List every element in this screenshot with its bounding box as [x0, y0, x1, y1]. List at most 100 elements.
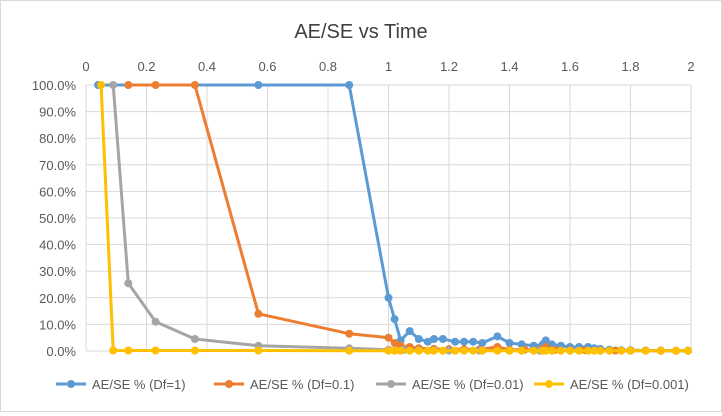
legend-marker: [225, 380, 233, 388]
y-tick-label: 30.0%: [39, 264, 76, 279]
data-point: [429, 335, 438, 343]
data-point: [547, 346, 556, 355]
data-point: [505, 339, 514, 347]
data-point: [478, 339, 487, 347]
y-tick-label: 80.0%: [39, 131, 76, 146]
data-point: [575, 346, 584, 355]
data-point: [493, 346, 502, 355]
x-tick-label: 1.2: [440, 59, 458, 74]
x-tick-label: 1: [385, 59, 392, 74]
data-point: [151, 317, 160, 326]
data-point: [505, 346, 514, 355]
x-tick-label: 0.4: [198, 59, 216, 74]
legend-item-4: AE/SE % (Df=0.001): [534, 377, 689, 392]
y-tick-label: 10.0%: [39, 317, 76, 332]
data-point: [541, 346, 550, 355]
data-point: [617, 346, 626, 355]
data-point: [438, 346, 447, 355]
data-point: [684, 346, 692, 355]
data-point: [451, 337, 460, 346]
series-layer: [94, 81, 692, 355]
data-point: [405, 327, 414, 336]
data-point: [254, 346, 263, 355]
x-tick-label: 0: [82, 59, 89, 74]
data-point: [451, 346, 460, 355]
y-tick-label: 20.0%: [39, 291, 76, 306]
data-point: [460, 346, 469, 355]
x-tick-label: 1.6: [561, 59, 579, 74]
data-point: [460, 337, 469, 346]
legend-marker: [67, 380, 75, 388]
data-point: [390, 315, 399, 324]
data-point: [671, 346, 680, 355]
data-point: [656, 346, 665, 355]
data-point: [596, 346, 605, 355]
data-point: [345, 81, 354, 89]
x-tick-label: 1.4: [500, 59, 518, 74]
x-tick-label: 0.8: [319, 59, 337, 74]
legend-item-2: AE/SE % (Df=0.1): [214, 377, 354, 392]
data-point: [190, 335, 199, 343]
legend-label: AE/SE % (Df=0.01): [412, 377, 524, 392]
data-point: [254, 81, 263, 89]
data-point: [584, 346, 593, 355]
data-point: [151, 81, 160, 89]
x-tick-label: 2: [687, 59, 694, 74]
data-point: [97, 81, 106, 89]
data-point: [390, 339, 399, 347]
x-tick-label: 1.8: [621, 59, 639, 74]
data-point: [109, 346, 118, 355]
y-tick-label: 60.0%: [39, 184, 76, 199]
y-tick-label: 0.0%: [46, 344, 76, 359]
legend-label: AE/SE % (Df=0.1): [250, 377, 354, 392]
data-point: [414, 335, 423, 343]
legend-marker: [545, 380, 553, 388]
data-point: [541, 336, 550, 345]
data-point: [384, 333, 393, 342]
data-point: [190, 81, 199, 89]
grid-lines: [85, 84, 692, 352]
data-point: [469, 346, 478, 355]
data-point: [438, 335, 447, 343]
data-point: [626, 346, 635, 355]
y-tick-label: 90.0%: [39, 105, 76, 120]
series-4: [97, 81, 692, 355]
data-point: [396, 346, 405, 355]
axis-labels: 0.0% 10.0% 20.0% 30.0% 40.0% 50.0% 60.0% 70.0% 8…: [32, 59, 695, 359]
y-tick-label: 100.0%: [32, 78, 77, 93]
data-point: [605, 346, 614, 355]
legend-label: AE/SE % (Df=1): [92, 377, 186, 392]
legend-item-3: AE/SE % (Df=0.01): [376, 377, 524, 392]
data-point: [493, 332, 502, 341]
legend: AE/SE % (Df=1) AE/SE % (Df=0.1) AE/SE % (D…: [56, 377, 689, 392]
data-point: [345, 346, 354, 355]
data-point: [384, 293, 393, 302]
legend-item-1: AE/SE % (Df=1): [56, 377, 186, 392]
x-tick-label: 0.6: [258, 59, 276, 74]
data-point: [124, 81, 133, 89]
data-point: [590, 346, 599, 355]
data-point: [566, 346, 574, 355]
data-point: [423, 346, 432, 355]
data-point: [124, 346, 133, 355]
data-point: [517, 346, 526, 355]
data-point: [345, 329, 354, 338]
legend-marker: [387, 380, 395, 388]
data-point: [429, 346, 438, 355]
data-point: [254, 309, 263, 318]
y-tick-label: 40.0%: [39, 238, 76, 253]
x-tick-label: 0.2: [137, 59, 155, 74]
data-point: [414, 346, 423, 355]
data-point: [190, 346, 199, 355]
data-point: [109, 81, 118, 89]
chart-title: AE/SE vs Time: [294, 21, 427, 43]
data-point: [423, 337, 432, 346]
data-point: [124, 279, 133, 288]
legend-label: AE/SE % (Df=0.001): [570, 377, 689, 392]
y-tick-label: 50.0%: [39, 211, 76, 226]
data-point: [151, 346, 160, 355]
data-point: [556, 346, 565, 355]
data-point: [405, 346, 414, 355]
